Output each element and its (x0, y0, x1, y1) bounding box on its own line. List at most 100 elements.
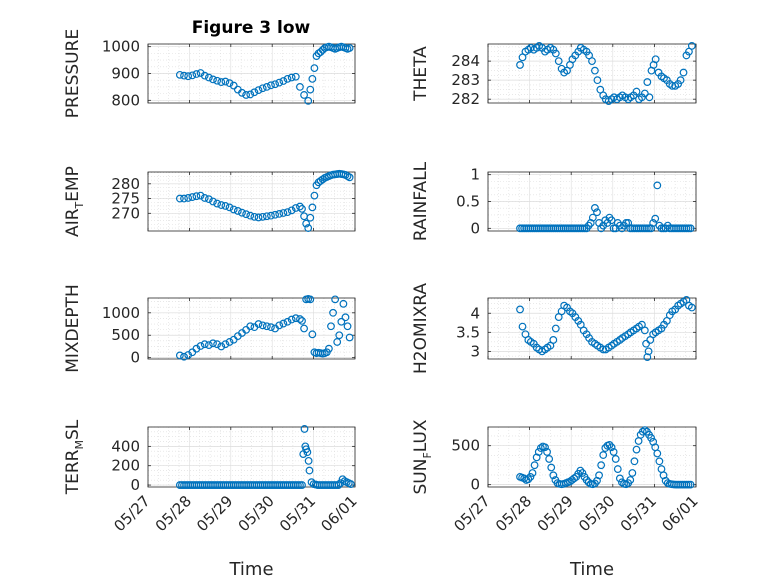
data-point (225, 338, 234, 346)
data-point (327, 322, 335, 331)
data-point (175, 70, 184, 79)
data-point (582, 476, 591, 484)
figure-title: Figure 3 low (192, 18, 311, 38)
data-point (279, 77, 288, 85)
y-tick-label: 0 (130, 349, 140, 367)
data-point (296, 202, 304, 211)
data-point (687, 42, 696, 50)
data-point (304, 456, 313, 465)
data-point (200, 71, 209, 80)
data-point (225, 203, 234, 212)
data-point (316, 48, 325, 56)
data-point (262, 83, 271, 91)
data-point (682, 224, 691, 233)
data-point (588, 57, 596, 66)
data-point (296, 315, 304, 323)
y-tick-label: 4 (470, 304, 480, 322)
y-axis-label: MIXDEPTH (63, 284, 83, 373)
data-point (303, 448, 312, 457)
data-point (576, 466, 585, 475)
data-point (287, 315, 296, 324)
data-point (229, 205, 238, 214)
data-point (175, 194, 184, 203)
x-tick-label: 05/27 (450, 492, 493, 535)
data-point (275, 78, 284, 87)
data-point (630, 457, 639, 466)
y-tick-label: 1000 (102, 38, 140, 56)
data-point (302, 219, 311, 228)
data-point (599, 345, 608, 354)
y-tick-label: 500 (111, 326, 140, 344)
data-point (545, 455, 554, 463)
data-point (331, 295, 340, 304)
data-point (640, 89, 649, 98)
data-point (554, 57, 563, 66)
data-point (192, 70, 201, 78)
data-point (258, 212, 267, 221)
data-point (345, 44, 354, 52)
data-point (651, 214, 660, 223)
data-point (588, 213, 597, 222)
data-point (595, 471, 603, 480)
data-point (345, 333, 354, 342)
data-point (254, 320, 263, 328)
data-point (262, 212, 271, 221)
y-axis-label: RAINFALL (411, 161, 431, 241)
x-tick-label: 06/01 (317, 492, 360, 535)
y-axis-label: TERRMSL (63, 419, 86, 495)
subplot-1: 800 900 1000 PRESSURE (63, 29, 356, 118)
data-point (213, 199, 222, 208)
data-point (651, 55, 660, 64)
x-axis-label: Time (569, 559, 614, 580)
data-point (298, 316, 306, 325)
data-point (217, 342, 226, 351)
x-tick-label: 05/30 (575, 492, 618, 535)
data-point (645, 93, 654, 102)
data-point (626, 476, 635, 484)
y-tick-label: 0 (470, 476, 480, 494)
data-point (687, 303, 696, 312)
data-point (262, 322, 271, 331)
data-point (655, 457, 664, 466)
data-point (597, 461, 606, 470)
data-point (275, 321, 284, 330)
data-point (304, 96, 313, 105)
data-point (242, 210, 251, 219)
data-point (229, 81, 238, 90)
data-point (310, 64, 319, 73)
data-point (339, 299, 348, 308)
data-point (536, 444, 545, 452)
data-point (549, 471, 558, 480)
data-point (246, 322, 255, 331)
data-point (679, 68, 688, 77)
data-point (258, 84, 267, 93)
y-tick-label: 0.5 (456, 193, 480, 211)
subplot-4: 0 0.5 1 RAINFALL (411, 161, 697, 241)
data-point (613, 465, 622, 473)
data-point (242, 91, 251, 99)
axes-box (487, 297, 697, 360)
data-point (640, 426, 649, 435)
y-tick-label: 800 (111, 91, 140, 109)
data-point (578, 224, 587, 233)
data-point (221, 340, 230, 349)
y-axis-label: SUNFLUX (411, 419, 434, 494)
data-point (225, 79, 234, 88)
y-tick-label: 280 (111, 175, 140, 193)
y-tick-label: 0 (130, 476, 140, 494)
subplot-8: 0 500 SUNFLUX 05/2705/2805/2905/3005/3106/0… (411, 419, 702, 580)
data-point (200, 340, 209, 349)
data-point (267, 81, 275, 90)
data-point (643, 353, 652, 361)
data-point (684, 480, 693, 489)
data-point (310, 191, 319, 200)
data-point (318, 175, 327, 184)
data-point (657, 224, 666, 233)
data-point (246, 211, 255, 220)
data-point (653, 449, 662, 458)
x-tick-label: 05/28 (492, 492, 535, 535)
y-axis-label: AIRTEMP (63, 166, 86, 237)
data-point (609, 224, 618, 233)
